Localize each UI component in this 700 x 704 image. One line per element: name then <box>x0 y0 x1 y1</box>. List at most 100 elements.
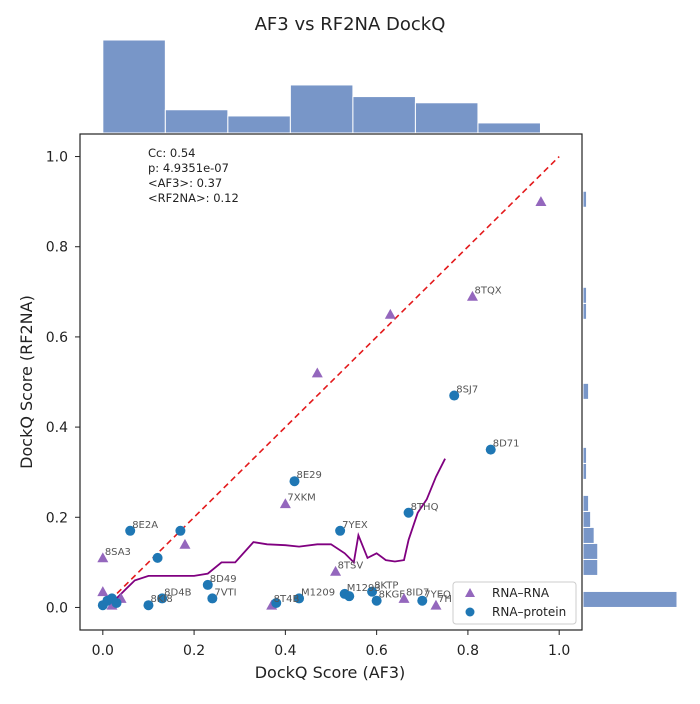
point-label: 8ID7 <box>406 587 429 598</box>
rna-rna-point <box>466 290 478 301</box>
lines-layer <box>102 155 560 609</box>
top-hist-bar <box>477 122 541 134</box>
rna-protein-point <box>207 593 218 604</box>
rna-rna-point <box>279 498 291 509</box>
rna-rna-point <box>430 599 442 610</box>
rna-protein-point <box>157 593 168 604</box>
rna-protein-point <box>367 586 378 597</box>
rna-protein-point <box>403 507 414 518</box>
point-label: 8SJ7 <box>456 385 478 396</box>
legend-marker-triangle <box>465 588 475 597</box>
x-tick-label: 0.4 <box>274 643 296 659</box>
chart-title: AF3 vs RF2NA DockQ <box>255 14 446 35</box>
right-hist-bar <box>582 526 595 544</box>
legend-marker-circle <box>465 607 475 617</box>
point-label: 8E29 <box>296 470 321 481</box>
rna-protein-point <box>202 579 213 590</box>
legend: RNA–RNA RNA–protein <box>452 581 577 625</box>
axis-ticks: 0.0 0.2 0.4 0.6 0.8 1.0 0.0 0.2 0.4 0.6 0.8 1.0 <box>46 150 571 659</box>
reference-line <box>102 155 560 609</box>
top-hist-bar <box>352 96 416 134</box>
y-tick-label: 1.0 <box>46 150 68 166</box>
x-tick-label: 0.0 <box>92 643 114 659</box>
x-tick-label: 0.8 <box>457 643 479 659</box>
right-hist-bar <box>582 558 599 576</box>
point-label: 7YEO <box>424 590 451 601</box>
top-hist-bar <box>102 39 166 134</box>
x-axis-label: DockQ Score (AF3) <box>255 663 406 682</box>
point-label: 8T4B <box>274 594 300 605</box>
rna-protein-point <box>294 593 305 604</box>
y-tick-label: 0.6 <box>46 330 68 346</box>
rna-rna-point <box>398 592 410 603</box>
right-hist-bar <box>582 510 592 528</box>
point-label: 8TSV <box>338 560 364 571</box>
y-tick-label: 0.0 <box>46 600 68 616</box>
point-label: 8THQ <box>411 502 439 513</box>
plot-frame <box>79 133 583 631</box>
rna-protein-point <box>485 444 496 455</box>
rna-protein-point <box>371 595 382 606</box>
rna-rna-point <box>97 586 109 597</box>
point-label: 8KI8 <box>150 594 172 605</box>
stats-line: Cc: 0.54 <box>148 146 196 160</box>
legend-label: RNA–protein <box>492 605 566 619</box>
right-hist-bar <box>582 590 678 608</box>
legend-label: RNA–RNA <box>492 586 550 600</box>
points-layer <box>97 196 547 611</box>
point-label: 7XKM <box>287 493 315 504</box>
point-label: 8D4B <box>164 587 191 598</box>
rna-rna-point <box>535 196 547 207</box>
right-hist-bar <box>582 494 590 512</box>
right-hist-bar <box>582 382 590 400</box>
rna-rna-point <box>179 538 191 549</box>
rna-protein-point <box>449 390 460 401</box>
point-label: 8E2A <box>132 520 158 531</box>
rna-rna-point <box>311 367 323 378</box>
rna-protein-point <box>125 525 136 536</box>
rna-protein-point <box>289 476 300 487</box>
top-histogram <box>102 39 541 134</box>
right-hist-bar <box>582 462 588 480</box>
rna-protein-point <box>111 597 122 608</box>
stats-line: p: 4.9351e-07 <box>148 161 229 175</box>
y-axis-label: DockQ Score (RF2NA) <box>17 295 36 469</box>
point-label: 7H <box>438 594 452 605</box>
top-hist-bar <box>227 115 291 134</box>
trend-line <box>102 458 446 609</box>
top-hist-bar <box>164 109 229 134</box>
point-label: 8SA3 <box>105 547 131 558</box>
point-label: 7VTI <box>214 587 236 598</box>
stats-line: <RF2NA>: 0.12 <box>148 191 239 205</box>
rna-rna-point <box>97 552 109 563</box>
rna-protein-point <box>335 525 346 536</box>
rna-rna-point <box>384 308 396 319</box>
point-label: 8D71 <box>493 439 520 450</box>
point-label: 8TQX <box>474 285 501 296</box>
y-tick-label: 0.2 <box>46 510 68 526</box>
point-labels: 8TQX 7XKM 8TSV 8SA3 8T4B 8ID7 7H 8SJ7 8D71 8E29 8T… <box>105 285 520 605</box>
x-tick-label: 0.2 <box>183 643 205 659</box>
point-label: M1293 <box>347 583 381 594</box>
rna-protein-point <box>152 552 163 563</box>
rna-protein-point <box>417 595 428 606</box>
top-hist-bar <box>289 84 354 134</box>
y-tick-label: 0.4 <box>46 420 68 436</box>
point-label: M1209 <box>301 587 335 598</box>
right-histogram <box>582 190 678 608</box>
point-label: 8KTP <box>374 581 398 592</box>
stats-line: <AF3>: 0.37 <box>148 176 222 190</box>
point-label: 7YEX <box>342 520 368 531</box>
right-hist-bar <box>582 446 588 464</box>
rna-protein-point <box>344 591 355 602</box>
legend-box <box>452 581 577 625</box>
y-tick-label: 0.8 <box>46 240 68 256</box>
point-label: 8D49 <box>210 574 237 585</box>
point-label: 8KGF <box>379 590 406 601</box>
right-hist-bar <box>582 190 588 208</box>
right-hist-bar <box>582 286 588 304</box>
rna-rna-point <box>330 565 342 576</box>
stats-box: Cc: 0.54p: 4.9351e-07<AF3>: 0.37<RF2NA>:… <box>148 146 239 205</box>
